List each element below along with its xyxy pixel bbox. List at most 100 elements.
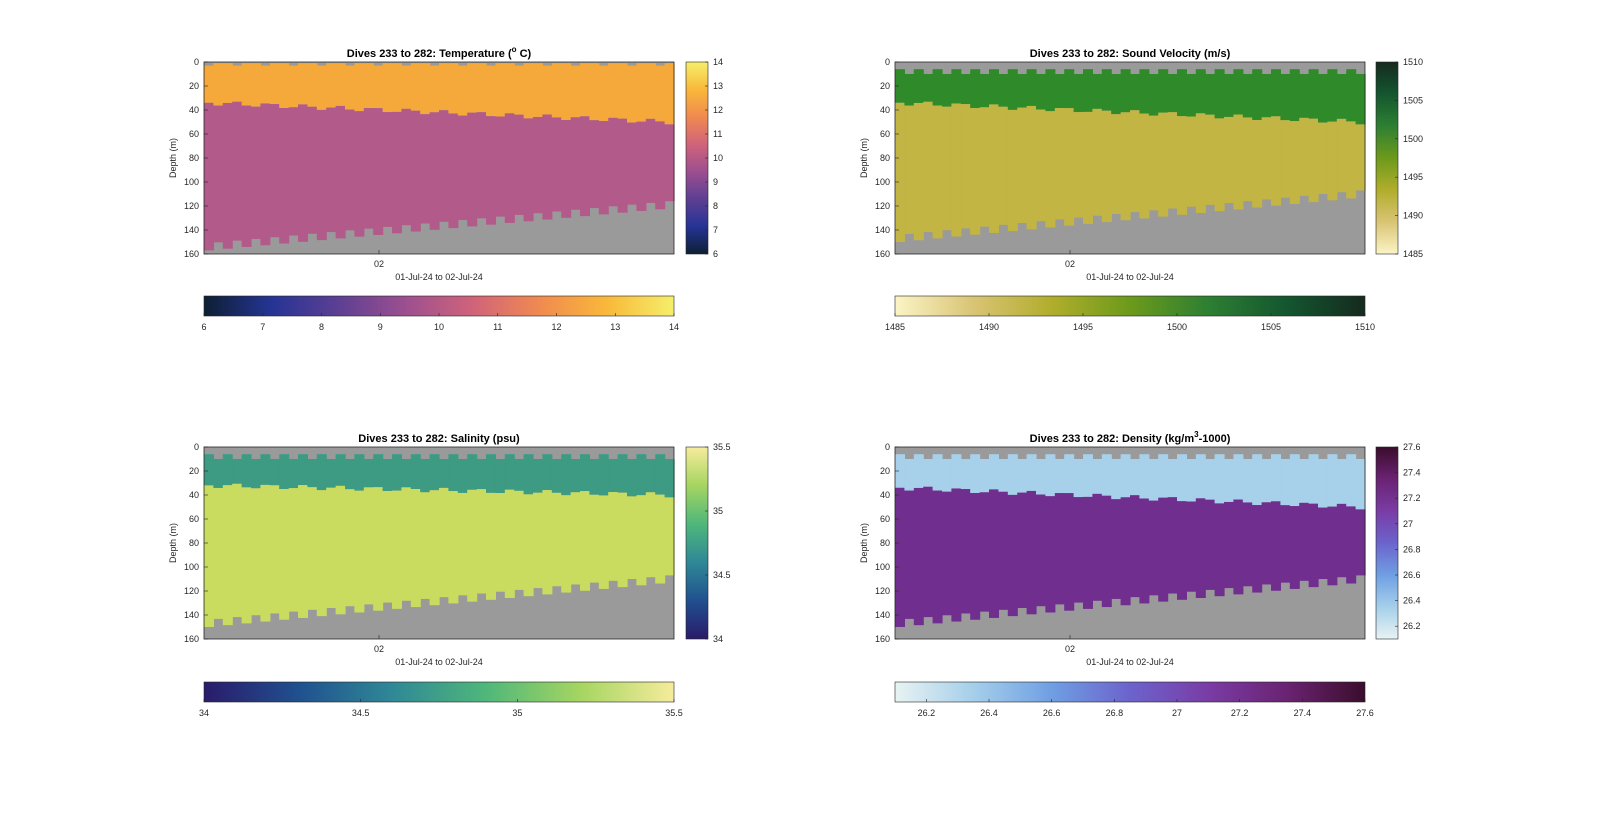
data-column (363, 459, 374, 605)
data-column (439, 459, 449, 598)
bottom-colorbar-label: 14 (669, 322, 679, 332)
surface-layer-cell (598, 65, 609, 122)
data-column (222, 454, 233, 626)
deep-layer-cell (222, 485, 233, 626)
deep-layer-cell (636, 121, 647, 211)
surface-layer-cell (1299, 74, 1310, 118)
data-column (895, 69, 905, 242)
surface-layer-cell (1101, 69, 1112, 111)
data-column (904, 459, 915, 619)
bottom-colorbar-label: 11 (493, 322, 502, 332)
deep-layer-cell (923, 486, 934, 618)
data-column (222, 63, 233, 249)
deep-layer-cell (951, 488, 962, 622)
side-colorbar-label: 11 (713, 129, 722, 139)
bottom-colorbar-label: 26.2 (918, 708, 936, 718)
deep-layer-cell (1120, 497, 1131, 606)
side-colorbar-label: 26.2 (1403, 621, 1421, 631)
surface-layer-cell (1186, 459, 1197, 502)
data-column (970, 69, 981, 235)
deep-layer-cell (1101, 110, 1112, 223)
y-tick-label: 140 (875, 225, 890, 235)
deep-layer-cell (1205, 114, 1216, 205)
data-column (970, 454, 981, 620)
deep-layer-cell (598, 495, 609, 589)
surface-layer-cell (904, 459, 915, 491)
surface-layer-cell (382, 459, 393, 491)
data-column (1036, 459, 1046, 607)
deep-layer-cell (998, 491, 1009, 610)
data-column (932, 454, 943, 624)
deep-layer-cell (232, 483, 243, 618)
bottom-colorbar-label: 8 (319, 322, 324, 332)
bottom-colorbar-label: 10 (434, 322, 444, 332)
bottom-colorbar-label: 26.8 (1106, 708, 1124, 718)
side-colorbar-label: 7 (713, 225, 718, 235)
surface-layer-cell (561, 63, 572, 121)
data-column (598, 65, 609, 215)
data-column (1073, 74, 1084, 218)
side-colorbar-label: 1510 (1403, 57, 1423, 67)
deep-layer-cell (457, 492, 468, 596)
bottom-colorbar-label: 1505 (1261, 322, 1281, 332)
surface-layer-cell (504, 454, 515, 490)
deep-layer-cell (260, 103, 271, 246)
bottom-colorbar-label: 27.4 (1294, 708, 1312, 718)
deep-layer-cell (1355, 124, 1366, 191)
deep-layer-cell (514, 114, 525, 215)
chart-title-main: Dives 233 to 282: Salinity (psu) (358, 433, 520, 445)
surface-layer-cell (627, 65, 637, 123)
deep-layer-cell (1092, 108, 1103, 216)
surface-layer-cell (998, 74, 1009, 107)
deep-layer-cell (570, 117, 581, 210)
deep-layer-cell (645, 118, 656, 203)
chart-title-main: Dives 233 to 282: Temperature ( (347, 48, 512, 60)
bottom-colorbar-label: 27.6 (1356, 708, 1374, 718)
deep-layer-cell (410, 110, 421, 232)
deep-layer-cell (664, 124, 675, 202)
deep-layer-cell (960, 489, 971, 614)
y-tick-label: 80 (189, 153, 199, 163)
side-colorbar-label: 6 (713, 249, 718, 259)
data-column (251, 63, 261, 239)
deep-layer-cell (1318, 507, 1328, 580)
y-tick-label: 60 (880, 514, 890, 524)
surface-layer-cell (1224, 74, 1234, 117)
surface-layer-cell (895, 69, 905, 103)
y-tick-label: 0 (194, 442, 199, 452)
data-column (1186, 459, 1197, 592)
y-axis-label: Depth (m) (859, 523, 869, 563)
surface-layer-cell (429, 454, 440, 491)
side-colorbar (685, 61, 709, 255)
side-colorbar (685, 446, 709, 640)
data-column (467, 454, 478, 602)
deep-layer-cell (476, 489, 487, 594)
side-colorbar-label: 9 (713, 177, 718, 187)
bottom-colorbar-label: 13 (610, 322, 620, 332)
deep-layer-cell (1346, 506, 1357, 584)
deep-layer-cell (1355, 509, 1366, 576)
data-column (1026, 454, 1037, 615)
data-column (1261, 459, 1272, 585)
data-column (895, 454, 905, 627)
y-tick-label: 40 (880, 105, 890, 115)
data-column (913, 454, 924, 626)
x-axis-label: 01-Jul-24 to 02-Jul-24 (1086, 272, 1174, 282)
deep-layer-cell (204, 102, 214, 251)
data-column (288, 459, 299, 612)
data-column (923, 74, 934, 233)
deep-layer-cell (241, 487, 252, 624)
data-column (664, 459, 675, 576)
surface-layer-cell (392, 454, 402, 491)
data-column (1083, 454, 1093, 609)
surface-layer-cell (1280, 459, 1291, 506)
surface-layer-cell (1214, 454, 1225, 504)
surface-layer-cell (1064, 69, 1075, 109)
y-tick-label: 40 (189, 105, 199, 115)
data-column (1355, 74, 1366, 191)
data-column (627, 65, 637, 205)
deep-layer-cell (561, 495, 572, 593)
deep-layer-cell (1233, 499, 1244, 595)
surface-layer-cell (636, 63, 647, 122)
surface-layer-cell (1205, 74, 1216, 115)
